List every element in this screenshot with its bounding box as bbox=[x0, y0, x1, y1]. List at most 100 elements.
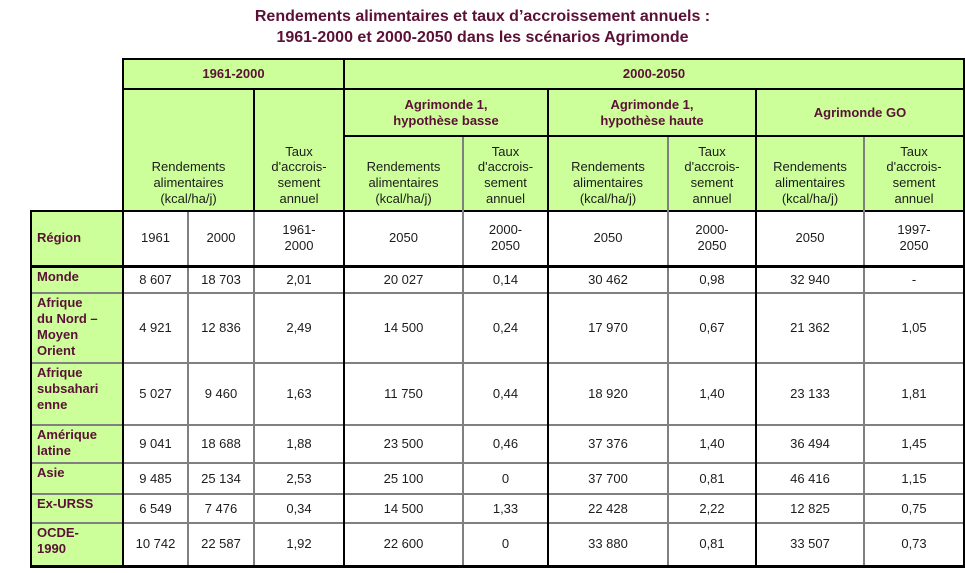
value-cell: 2,49 bbox=[253, 292, 344, 363]
value-cell: 12 825 bbox=[755, 493, 864, 523]
value-cell: 0 bbox=[462, 522, 548, 568]
value-cell: - bbox=[863, 264, 965, 293]
period-header-taux-basse: 2000- 2050 bbox=[462, 210, 548, 266]
value-cell: 0,81 bbox=[667, 462, 756, 494]
col-header-rendements-1961-2000: Rendements alimentaires (kcal/ha/j) bbox=[122, 88, 254, 211]
value-cell: 0,46 bbox=[462, 424, 548, 463]
col-header-taux-basse: Taux d'accrois- sement annuel bbox=[462, 135, 548, 211]
period-header-taux-go: 1997- 2050 bbox=[863, 210, 965, 266]
period-header-row: 1961-2000 2000-2050 bbox=[31, 58, 965, 89]
value-cell: 0,24 bbox=[462, 292, 548, 363]
col-header-taux-go: Taux d'accrois- sement annuel bbox=[863, 135, 965, 211]
value-cell: 18 703 bbox=[187, 264, 254, 293]
col-header-rendements-haute: Rendements alimentaires (kcal/ha/j) bbox=[547, 135, 668, 211]
region-label: Ex-URSS bbox=[30, 493, 123, 523]
value-cell: 33 507 bbox=[755, 522, 864, 568]
value-cell: 2,22 bbox=[667, 493, 756, 523]
value-cell: 37 700 bbox=[547, 462, 668, 494]
title-line-1: Rendements alimentaires et taux d’accroi… bbox=[254, 8, 711, 25]
value-cell: 2,53 bbox=[253, 462, 344, 494]
value-cell: 18 688 bbox=[187, 424, 254, 463]
value-cell: 25 100 bbox=[343, 462, 463, 494]
row-amerique-latine: Amérique latine 9 041 18 688 1,88 23 500… bbox=[30, 424, 965, 463]
value-cell: 0,67 bbox=[667, 292, 756, 363]
value-cell: 1,05 bbox=[863, 292, 965, 363]
value-cell: 4 921 bbox=[122, 292, 188, 363]
period-header-taux-1961-2000: 1961- 2000 bbox=[253, 210, 344, 266]
value-cell: 22 600 bbox=[343, 522, 463, 568]
value-cell: 30 462 bbox=[547, 264, 668, 293]
col-header-taux-1961-2000: Taux d'accrois- sement annuel bbox=[253, 88, 344, 211]
row-monde: Monde 8 607 18 703 2,01 20 027 0,14 30 4… bbox=[30, 264, 965, 293]
region-label: OCDE- 1990 bbox=[30, 522, 123, 568]
year-header-2000: 2000 bbox=[187, 210, 254, 266]
page-title: Rendements alimentaires et taux d’accroi… bbox=[0, 7, 965, 49]
row-ex-urss: Ex-URSS 6 549 7 476 0,34 14 500 1,33 22 … bbox=[30, 493, 965, 523]
region-label: Asie bbox=[30, 462, 123, 494]
value-cell: 0,44 bbox=[462, 362, 548, 425]
title-line-2: 1961-2000 et 2000-2050 dans les scénario… bbox=[276, 28, 689, 46]
value-cell: 11 750 bbox=[343, 362, 463, 425]
value-cell: 0,81 bbox=[667, 522, 756, 568]
region-label: Amérique latine bbox=[30, 424, 123, 463]
row-asie: Asie 9 485 25 134 2,53 25 100 0 37 700 0… bbox=[30, 462, 965, 494]
value-cell: 36 494 bbox=[755, 424, 864, 463]
region-column-header: Région bbox=[30, 210, 123, 266]
scenario-header-agrimonde1-haute: Agrimonde 1, hypothèse haute bbox=[547, 88, 756, 136]
value-cell: 9 460 bbox=[187, 362, 254, 425]
region-label: Monde bbox=[30, 264, 123, 293]
value-cell: 10 742 bbox=[122, 522, 188, 568]
region-label: Afrique du Nord – Moyen Orient bbox=[30, 292, 123, 363]
value-cell: 17 970 bbox=[547, 292, 668, 363]
year-header-2050-haute: 2050 bbox=[547, 210, 668, 266]
col-header-taux-haute: Taux d'accrois- sement annuel bbox=[667, 135, 756, 211]
value-cell: 33 880 bbox=[547, 522, 668, 568]
scenario-header-agrimonde-go: Agrimonde GO bbox=[755, 88, 965, 136]
value-cell: 0,98 bbox=[667, 264, 756, 293]
value-cell: 9 485 bbox=[122, 462, 188, 494]
value-cell: 21 362 bbox=[755, 292, 864, 363]
value-cell: 1,81 bbox=[863, 362, 965, 425]
row-afrique-subsaharienne: Afrique subsahari enne 5 027 9 460 1,63 … bbox=[30, 362, 965, 425]
value-cell: 0 bbox=[462, 462, 548, 494]
value-cell: 2,01 bbox=[253, 264, 344, 293]
col-header-rendements-go: Rendements alimentaires (kcal/ha/j) bbox=[755, 135, 864, 211]
corner-spacer bbox=[31, 89, 123, 136]
value-cell: 23 500 bbox=[343, 424, 463, 463]
value-cell: 1,40 bbox=[667, 362, 756, 425]
value-cell: 1,33 bbox=[462, 493, 548, 523]
col-header-rendements-basse: Rendements alimentaires (kcal/ha/j) bbox=[343, 135, 463, 211]
value-cell: 5 027 bbox=[122, 362, 188, 425]
period-header-taux-haute: 2000- 2050 bbox=[667, 210, 756, 266]
scenario-header-agrimonde1-basse: Agrimonde 1, hypothèse basse bbox=[343, 88, 548, 136]
value-cell: 9 041 bbox=[122, 424, 188, 463]
value-cell: 1,45 bbox=[863, 424, 965, 463]
value-cell: 1,63 bbox=[253, 362, 344, 425]
value-cell: 0,34 bbox=[253, 493, 344, 523]
value-cell: 25 134 bbox=[187, 462, 254, 494]
period-header-2000-2050: 2000-2050 bbox=[343, 58, 965, 89]
value-cell: 22 428 bbox=[547, 493, 668, 523]
value-cell: 1,88 bbox=[253, 424, 344, 463]
year-header-row: Région 1961 2000 1961- 2000 2050 2000- 2… bbox=[30, 210, 965, 266]
row-ocde-1990: OCDE- 1990 10 742 22 587 1,92 22 600 0 3… bbox=[30, 522, 965, 568]
value-cell: 37 376 bbox=[547, 424, 668, 463]
value-cell: 22 587 bbox=[187, 522, 254, 568]
period-header-1961-2000: 1961-2000 bbox=[122, 58, 344, 89]
corner-spacer bbox=[31, 59, 123, 89]
value-cell: 1,40 bbox=[667, 424, 756, 463]
value-cell: 32 940 bbox=[755, 264, 864, 293]
region-label: Afrique subsahari enne bbox=[30, 362, 123, 425]
value-cell: 14 500 bbox=[343, 493, 463, 523]
year-header-1961: 1961 bbox=[122, 210, 188, 266]
value-cell: 1,92 bbox=[253, 522, 344, 568]
value-cell: 8 607 bbox=[122, 264, 188, 293]
agrimonde-table: 1961-2000 2000-2050 Rendements alimentai… bbox=[30, 58, 965, 568]
value-cell: 46 416 bbox=[755, 462, 864, 494]
year-header-2050-basse: 2050 bbox=[343, 210, 463, 266]
value-cell: 20 027 bbox=[343, 264, 463, 293]
value-cell: 18 920 bbox=[547, 362, 668, 425]
value-cell: 7 476 bbox=[187, 493, 254, 523]
measure-header-row: Rendements alimentaires (kcal/ha/j) Taux… bbox=[31, 135, 965, 211]
